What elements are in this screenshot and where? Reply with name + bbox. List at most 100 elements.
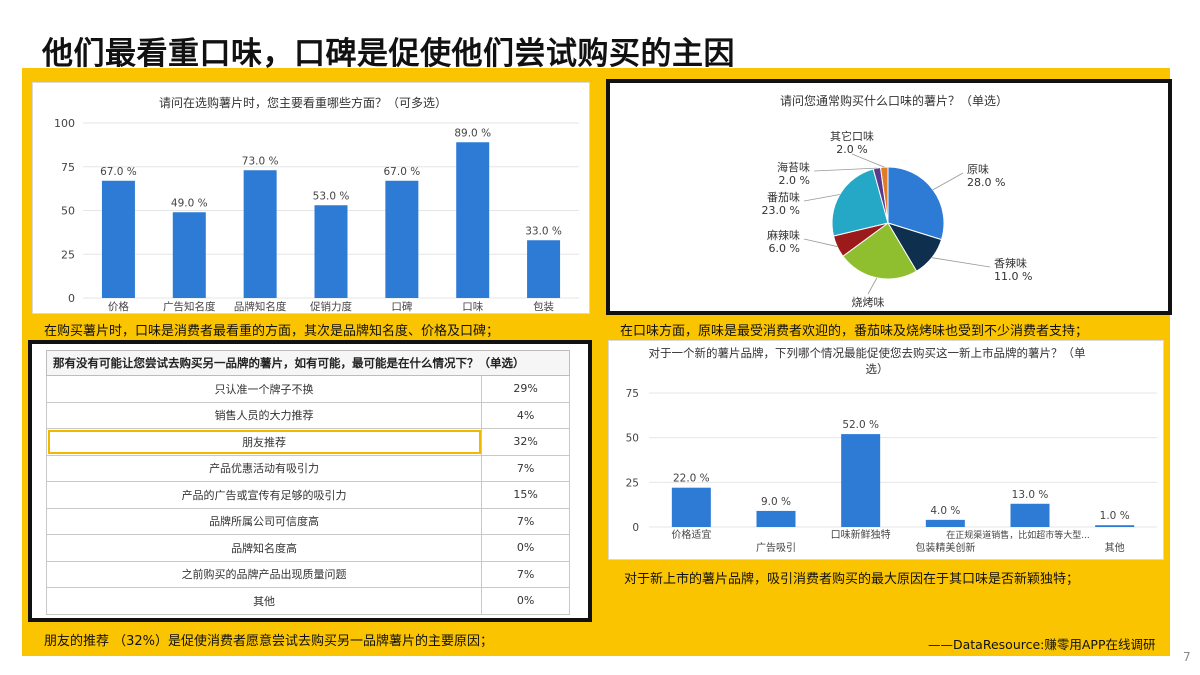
x-tick-label: 在正规渠道销售，比如超市等大型...	[946, 529, 1090, 541]
caption-new-brand-factors: 对于新上市的薯片品牌，吸引消费者购买的最大原因在于其口味是否新颖独特；	[624, 572, 1080, 587]
leader-line	[813, 167, 877, 172]
option-cell: 品牌所属公司可信度高	[45, 507, 483, 535]
table-row: 产品优惠活动有吸引力 7%	[45, 454, 570, 482]
table-row: 只认准一个牌子不换 29%	[45, 375, 570, 403]
slice-name-label: 原味	[967, 163, 989, 176]
y-tick-label: 25	[61, 248, 75, 261]
percent-cell: 29%	[481, 375, 570, 403]
chart-title: 请问在选购薯片时，您主要看重哪些方面？（可多选）	[159, 95, 447, 110]
slice-name-label: 烧烤味	[852, 295, 885, 309]
bar	[385, 180, 419, 298]
x-tick-label: 品牌知名度	[234, 300, 287, 313]
chart-title-line-2: 选）	[866, 362, 889, 376]
percent-cell: 0%	[481, 587, 570, 615]
leader-line	[932, 172, 964, 191]
x-tick-label: 促销力度	[310, 300, 352, 313]
leader-line	[851, 153, 885, 168]
table-row: 之前购买的品牌产品出现质量问题 7%	[45, 560, 570, 588]
percent-cell: 15%	[481, 481, 570, 509]
pie-slice	[842, 222, 918, 280]
percent-cell: 32%	[481, 428, 570, 456]
slice-name-label: 海苔味	[777, 160, 810, 174]
slice-value-label: 11.0 %	[994, 270, 1032, 283]
data-label: 49.0 %	[171, 197, 208, 209]
slice-name-label: 番茄味	[767, 190, 800, 204]
bar	[243, 170, 277, 298]
leader-line	[931, 257, 991, 268]
data-label: 52.0 %	[842, 419, 879, 431]
y-tick-label: 75	[626, 388, 639, 400]
data-label: 67.0 %	[384, 166, 421, 178]
x-tick-label: 口味新鲜独特	[831, 528, 891, 541]
option-cell: 品牌知名度高	[45, 534, 483, 562]
slice-value-label: 22.0 %	[849, 309, 887, 311]
x-tick-label: 其他	[1105, 541, 1125, 554]
table-row: 品牌所属公司可信度高 7%	[45, 507, 570, 535]
chart-flavor-preference: 请问您通常购买什么口味的薯片？（单选） 原味 28.0 % 香辣味 11.0 % 烧烤味…	[606, 79, 1172, 315]
percent-cell: 4%	[481, 401, 570, 429]
option-cell: 产品的广告或宣传有足够的吸引力	[45, 481, 483, 509]
table-row: 产品的广告或宣传有足够的吸引力 15%	[45, 481, 570, 509]
percent-cell: 7%	[481, 560, 570, 588]
leader-line	[803, 194, 840, 202]
slice-value-label: 2.0 %	[779, 174, 810, 187]
bar	[1010, 503, 1050, 527]
option-cell: 产品优惠活动有吸引力	[45, 454, 483, 482]
x-tick-label: 广告吸引	[756, 541, 796, 554]
y-tick-label: 100	[54, 117, 75, 130]
bar	[527, 240, 561, 298]
data-label: 89.0 %	[454, 127, 491, 139]
table-row: 品牌知名度高 0%	[45, 534, 570, 562]
survey-table: 那有没有可能让您尝试去购买另一品牌的薯片，如有可能，最可能是在什么情况下？（单选…	[45, 350, 570, 615]
x-tick-label: 广告知名度	[163, 300, 216, 313]
percent-cell: 0%	[481, 534, 570, 562]
pie-slice	[887, 166, 945, 241]
data-label: 13.0 %	[1012, 489, 1049, 501]
bar	[456, 142, 490, 298]
table-row: 销售人员的大力推荐 4%	[45, 401, 570, 429]
table-row: 朋友推荐 32%	[45, 428, 570, 456]
x-tick-label: 口味	[462, 301, 483, 313]
y-tick-label: 0	[68, 292, 75, 305]
chart-title: 请问您通常购买什么口味的薯片？（单选）	[780, 93, 1008, 108]
percent-cell: 7%	[481, 507, 570, 535]
y-tick-label: 25	[626, 477, 639, 489]
option-cell: 只认准一个牌子不换	[45, 375, 483, 403]
slice-name-label: 香辣味	[994, 256, 1027, 270]
bar	[925, 519, 965, 527]
y-tick-label: 50	[626, 433, 639, 445]
caption-flavor-preference: 在口味方面，原味是最受消费者欢迎的，番茄味及烧烤味也受到不少消费者支持；	[620, 324, 1089, 339]
x-tick-label: 口碑	[391, 300, 412, 313]
data-label: 53.0 %	[313, 190, 350, 202]
slice-name-label: 麻辣味	[767, 228, 800, 242]
table-switch-brand: 那有没有可能让您尝试去购买另一品牌的薯片，如有可能，最可能是在什么情况下？（单选…	[28, 340, 592, 622]
option-cell: 其他	[45, 587, 483, 615]
slice-value-label: 28.0 %	[967, 176, 1005, 189]
option-cell: 朋友推荐	[45, 428, 483, 456]
slice-value-label: 23.0 %	[762, 204, 800, 217]
data-label: 4.0 %	[930, 505, 960, 517]
bar	[756, 510, 796, 527]
chart-title-line-1: 对于一个新的薯片品牌，下列哪个情况最能促使您去购买这一新上市品牌的薯片？（单	[649, 346, 1086, 360]
caption-purchase-factors: 在购买薯片时，口味是消费者最看重的方面，其次是品牌知名度、价格及口碑；	[44, 324, 500, 339]
data-label: 22.0 %	[673, 473, 710, 485]
caption-switch-brand: 朋友的推荐 （32%）是促使消费者愿意尝试去购买另一品牌薯片的主要原因；	[44, 634, 494, 649]
bar	[172, 212, 206, 298]
percent-cell: 7%	[481, 454, 570, 482]
leader-line	[867, 277, 878, 295]
option-cell: 销售人员的大力推荐	[45, 401, 483, 429]
chart-purchase-factors: 请问在选购薯片时，您主要看重哪些方面？（可多选） 0 25 50 75 100 67.0 …	[32, 82, 590, 314]
chart-new-brand-factors: 对于一个新的薯片品牌，下列哪个情况最能促使您去购买这一新上市品牌的薯片？（单 选…	[608, 340, 1164, 560]
bar	[671, 487, 711, 527]
data-label: 67.0 %	[100, 166, 137, 178]
option-cell: 之前购买的品牌产品出现质量问题	[45, 560, 483, 588]
data-label: 9.0 %	[761, 496, 791, 508]
table-title: 那有没有可能让您尝试去购买另一品牌的薯片，如有可能，最可能是在什么情况下？（单选…	[46, 350, 570, 376]
x-tick-label: 包装	[533, 300, 554, 313]
slice-value-label: 6.0 %	[769, 242, 800, 255]
y-tick-label: 50	[61, 205, 75, 218]
bar	[841, 434, 881, 527]
x-tick-label: 价格适宜	[671, 528, 711, 541]
bar-chart-purchase-factors: 请问在选购薯片时，您主要看重哪些方面？（可多选） 0 25 50 75 100 67.0 …	[54, 95, 579, 313]
